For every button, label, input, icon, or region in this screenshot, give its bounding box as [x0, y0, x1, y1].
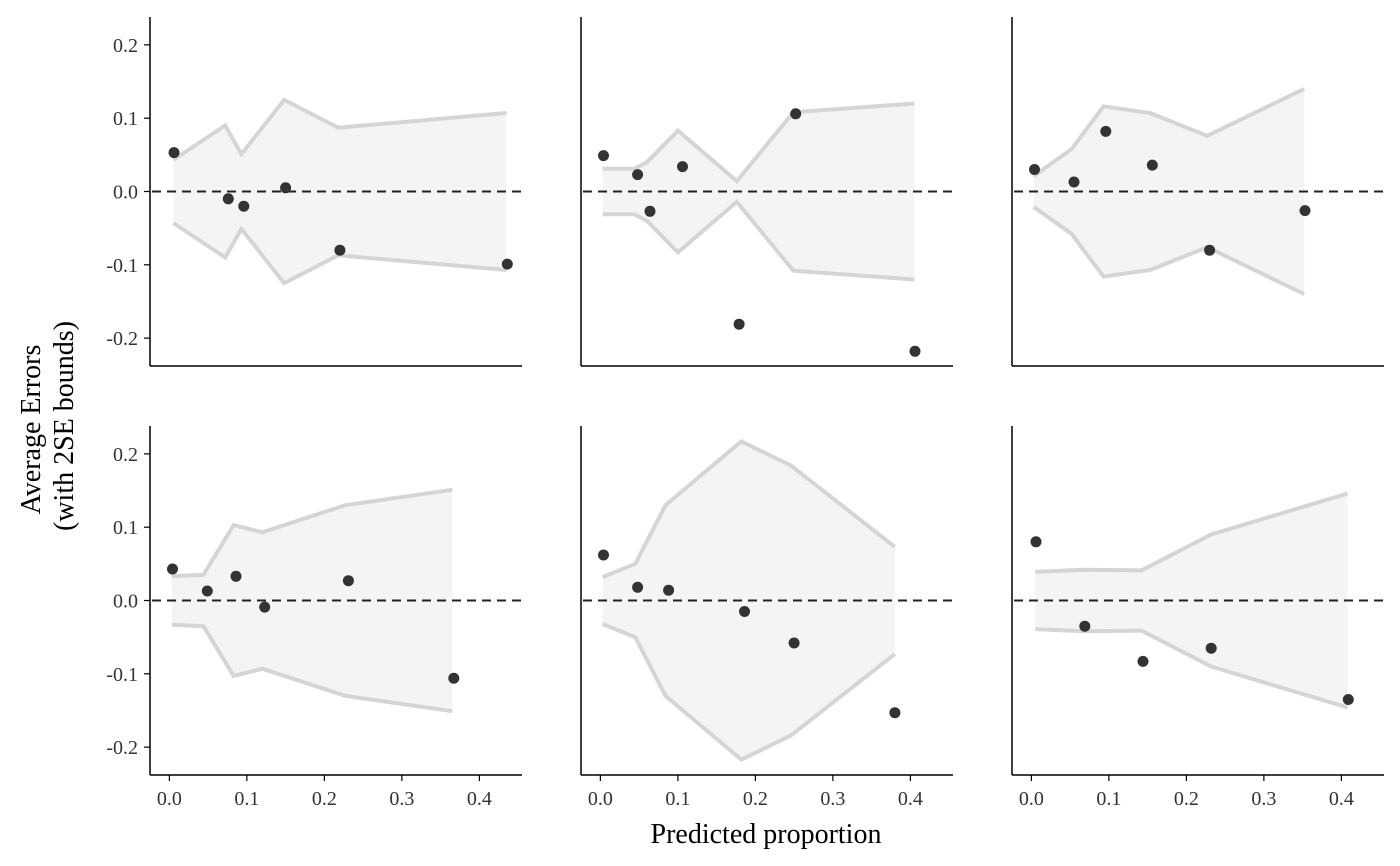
data-point [238, 200, 250, 212]
data-point [1068, 176, 1080, 188]
error-band-fill [171, 489, 453, 712]
x-tick-label: 0.4 [467, 788, 492, 810]
data-point [598, 150, 609, 162]
data-point [448, 672, 460, 684]
data-point [230, 570, 242, 582]
upper-bound-line [1035, 491, 1349, 574]
data-point [1204, 244, 1216, 256]
x-tick-label: 0.1 [234, 788, 259, 810]
data-point [1100, 125, 1112, 137]
data-point [909, 345, 921, 357]
data-point [739, 606, 750, 617]
data-point [788, 637, 800, 649]
data-point [632, 581, 644, 593]
y-tick-label: -0.2 [106, 737, 138, 759]
panel-3 [1011, 17, 1384, 367]
x-tick-label: 0.2 [312, 788, 337, 810]
x-tick-label: 0.3 [389, 788, 414, 810]
x-tick-label: 0.3 [1251, 788, 1276, 810]
data-point [1029, 164, 1040, 175]
data-point [889, 707, 901, 719]
y-tick-label: -0.2 [106, 328, 138, 350]
x-tick-label: 0.0 [157, 788, 182, 810]
x-tick-label: 0.0 [1019, 788, 1044, 810]
data-point [790, 108, 802, 120]
upper-bound-line [601, 439, 897, 579]
upper-bound-line [1032, 87, 1306, 178]
x-tick-label: 0.4 [1329, 788, 1354, 810]
x-tick-label: 0.2 [743, 788, 768, 810]
x-tick-label: 0.3 [820, 788, 845, 810]
data-point [632, 169, 644, 181]
lower-bound-line [171, 622, 453, 714]
lower-bound-line [1032, 205, 1306, 296]
x-axis-title: Predicted proportion [651, 819, 882, 850]
panel-5: 0.0 0.1 0.2 0.3 0.4 [580, 426, 953, 810]
data-point [677, 161, 688, 173]
error-band-fill [602, 103, 915, 280]
data-point [334, 244, 346, 256]
panel-2 [580, 17, 953, 367]
panel-1: 0.2 0.1 0.0 -0.1 -0.2 [106, 17, 522, 367]
x-tick-label: 0.0 [588, 788, 613, 810]
data-point [663, 584, 675, 596]
upper-bound-line [171, 487, 453, 579]
data-point [167, 563, 178, 575]
data-point [259, 601, 271, 613]
data-point [1079, 620, 1091, 632]
error-band-fill [1035, 493, 1348, 708]
y-axis-title: Average Errors (with 2SE bounds) [16, 321, 80, 531]
y-axis-title-line-1: Average Errors [16, 345, 47, 515]
upper-bound-line [172, 97, 507, 162]
data-point [1146, 159, 1158, 171]
lower-bound-line [172, 221, 507, 286]
x-tick-label: 0.2 [1174, 788, 1199, 810]
data-point [644, 205, 656, 217]
x-tick-label: 0.1 [665, 788, 690, 810]
y-tick-label: 0.0 [113, 182, 138, 204]
data-point [280, 182, 292, 194]
data-point [1137, 655, 1149, 667]
data-point [1205, 642, 1217, 654]
y-tick-label: 0.2 [113, 35, 138, 57]
data-point [733, 318, 745, 330]
data-point [222, 193, 234, 205]
y-tick-label: 0.1 [113, 517, 138, 539]
facet-panels: 0.20.10.0-0.1-0.20.0 0.1 0.2 0.3 0.40.20.10.… [106, 17, 1384, 810]
data-point [1299, 205, 1311, 217]
data-point [598, 549, 609, 561]
data-point [168, 147, 180, 159]
x-tick-label: 0.4 [898, 788, 923, 810]
y-axis-title-line-2: (with 2SE bounds) [49, 321, 80, 531]
data-point [201, 585, 213, 597]
y-tick-label: -0.1 [106, 664, 138, 686]
y-tick-label: -0.1 [106, 255, 138, 277]
data-point [1030, 536, 1042, 548]
panel-4: 0.0 0.1 0.2 0.3 0.4 0.2 0.1 0.0 -0.1 -0.2 [106, 426, 522, 810]
lower-bound-line [1035, 627, 1349, 710]
y-tick-label: 0.0 [113, 591, 138, 613]
data-point [342, 575, 354, 587]
lower-bound-line [602, 198, 915, 282]
x-tick-label: 0.1 [1096, 788, 1121, 810]
lower-bound-line [601, 622, 897, 762]
panel-6: 0.0 0.1 0.2 0.3 0.4 [1011, 426, 1384, 810]
y-tick-label: 0.1 [113, 108, 138, 130]
y-tick-label: 0.2 [113, 444, 138, 466]
data-point [1342, 694, 1354, 705]
data-point [501, 258, 513, 270]
